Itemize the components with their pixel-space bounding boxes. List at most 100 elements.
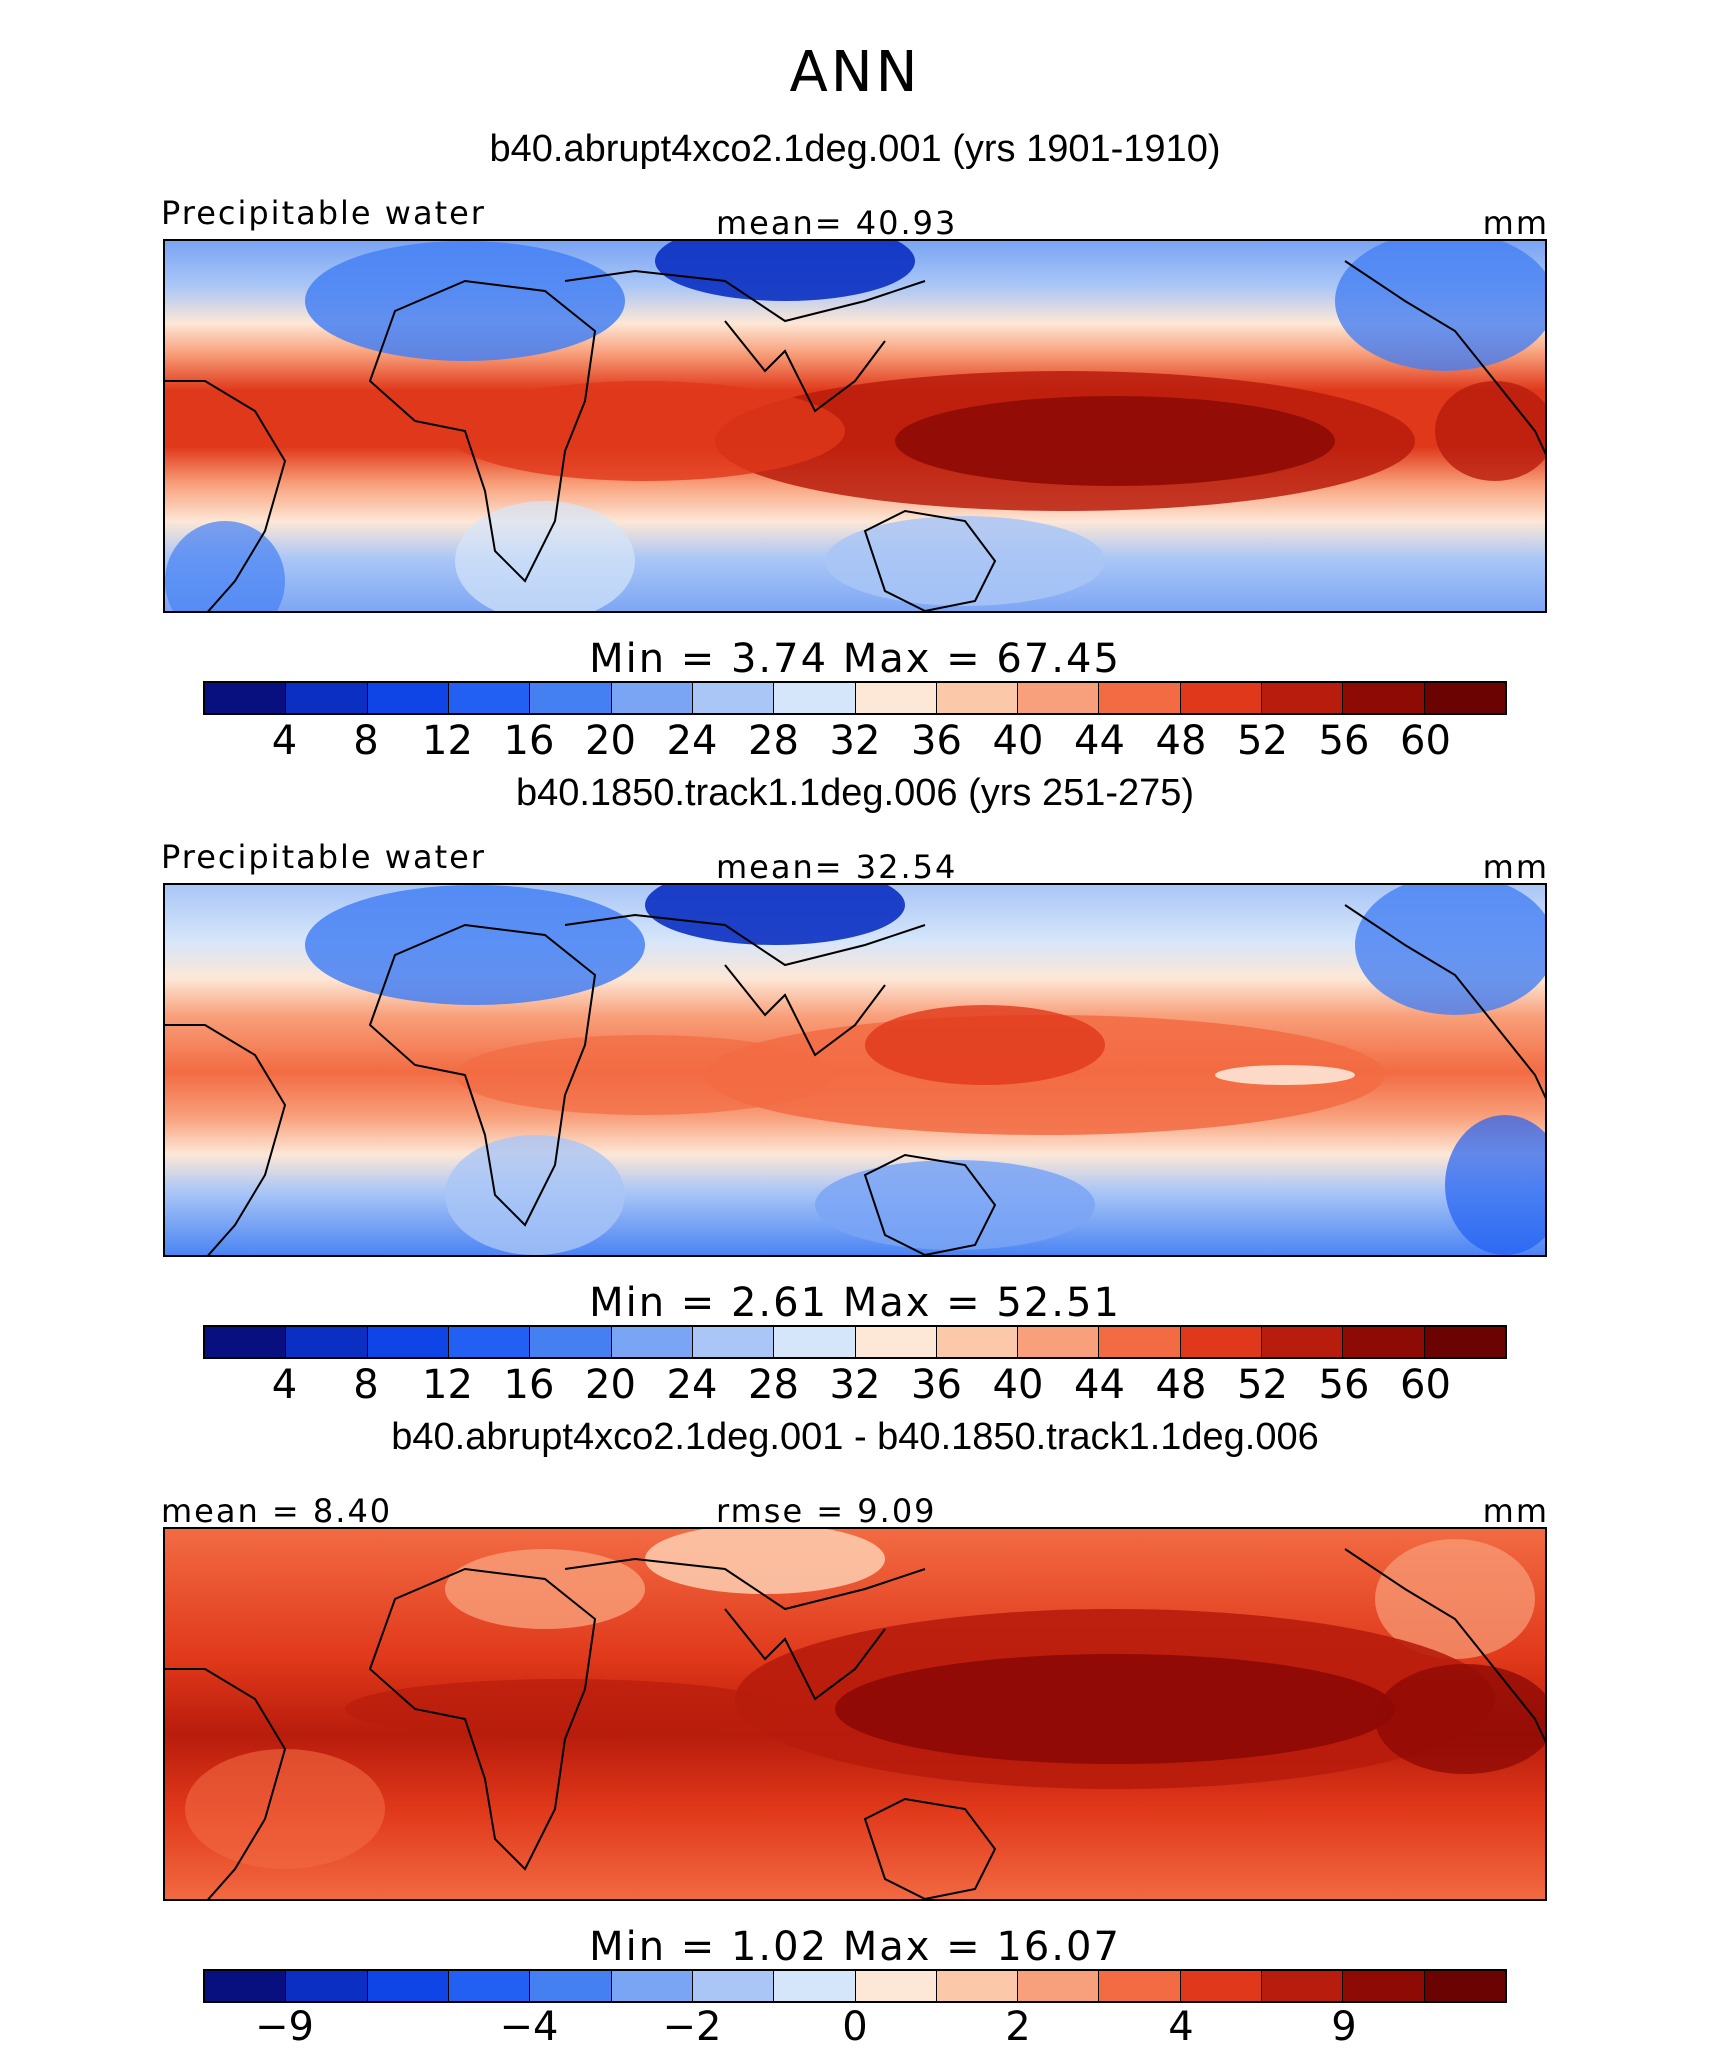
map-panel bbox=[163, 1527, 1547, 1901]
colorbar-tick: 56 bbox=[1318, 718, 1370, 764]
colorbar-segment bbox=[448, 1327, 531, 1357]
colorbar-tick: 24 bbox=[666, 1362, 718, 1408]
colorbar-segment bbox=[1180, 683, 1263, 713]
colorbar-segment bbox=[936, 1971, 1019, 2001]
colorbar-tick: 32 bbox=[829, 1362, 881, 1408]
colorbar-tick: 44 bbox=[1074, 1362, 1125, 1408]
colorbar-tick: 8 bbox=[353, 1362, 379, 1408]
colorbar-tick-labels: 4 8 12 16 20 24 28 32 36 40 44 48 52 56 60 bbox=[0, 1362, 1710, 1412]
colorbar-segment bbox=[367, 1971, 449, 2001]
colorbar-segment bbox=[1262, 683, 1344, 713]
colorbar-segment bbox=[205, 1971, 287, 2001]
colorbar-segment bbox=[1099, 683, 1181, 713]
map-panel bbox=[163, 239, 1547, 613]
mean-label: mean= 32.54 bbox=[716, 848, 958, 886]
colorbar-segment bbox=[530, 683, 612, 713]
colorbar-tick: 60 bbox=[1400, 1362, 1451, 1408]
colorbar-segment bbox=[855, 1971, 937, 2001]
colorbar-segment bbox=[936, 1327, 1019, 1357]
colorbar-segment bbox=[774, 683, 856, 713]
colorbar-segment bbox=[205, 1327, 287, 1357]
colorbar-segment bbox=[774, 1327, 856, 1357]
colorbar-tick: 60 bbox=[1400, 718, 1451, 764]
colorbar-segment bbox=[530, 1327, 612, 1357]
colorbar-segment bbox=[1424, 1971, 1505, 2001]
case-title: b40.abrupt4xco2.1deg.001 (yrs 1901-1910) bbox=[489, 128, 1221, 170]
colorbar-tick: 16 bbox=[503, 718, 555, 764]
colorbar-tick: 0 bbox=[842, 2004, 868, 2050]
colorbar-tick: 32 bbox=[829, 718, 881, 764]
variable-label: Precipitable water bbox=[161, 838, 486, 876]
colorbar-segment bbox=[1018, 1971, 1100, 2001]
colorbar-segment bbox=[855, 683, 937, 713]
page-title: ANN bbox=[789, 40, 921, 105]
case-title: b40.1850.track1.1deg.006 (yrs 251-275) bbox=[515, 772, 1195, 814]
colorbar-segment bbox=[611, 1971, 693, 2001]
rmse-label: rmse = 9.09 bbox=[716, 1492, 937, 1530]
colorbar-tick-labels: −9 −4 −2 0 2 4 9 bbox=[0, 2004, 1710, 2050]
colorbar-segment bbox=[286, 1327, 368, 1357]
colorbar-tick: 20 bbox=[585, 718, 636, 764]
colorbar-tick: 9 bbox=[1331, 2004, 1357, 2050]
colorbar-segment bbox=[692, 1971, 775, 2001]
min-max-label: Min = 1.02 Max = 16.07 bbox=[589, 1924, 1121, 1970]
colorbar-segment bbox=[1343, 1971, 1425, 2001]
colorbar-segment bbox=[448, 683, 531, 713]
colorbar-segment bbox=[367, 1327, 449, 1357]
colorbar-tick: −2 bbox=[662, 2004, 722, 2050]
colorbar-segment bbox=[286, 1971, 368, 2001]
colorbar-segment bbox=[1180, 1327, 1263, 1357]
colorbar-segment bbox=[205, 683, 287, 713]
colorbar-segment bbox=[367, 683, 449, 713]
colorbar-segment bbox=[1018, 683, 1100, 713]
colorbar-tick: 40 bbox=[992, 718, 1044, 764]
colorbar-tick: −4 bbox=[499, 2004, 559, 2050]
colorbar-tick: 40 bbox=[992, 1362, 1044, 1408]
colorbar-segment bbox=[1099, 1971, 1181, 2001]
colorbar-segment bbox=[1424, 1327, 1505, 1357]
colorbar bbox=[203, 681, 1507, 715]
colorbar-tick: 48 bbox=[1155, 718, 1207, 764]
colorbar-segment bbox=[774, 1971, 856, 2001]
case-title: b40.abrupt4xco2.1deg.001 - b40.1850.trac… bbox=[391, 1416, 1319, 1458]
colorbar-segment bbox=[1343, 1327, 1425, 1357]
colorbar-segment bbox=[448, 1971, 531, 2001]
colorbar-tick: 20 bbox=[585, 1362, 636, 1408]
colorbar-tick: 8 bbox=[353, 718, 379, 764]
colorbar-segment bbox=[286, 683, 368, 713]
colorbar-tick: 36 bbox=[911, 718, 962, 764]
colorbar-segment bbox=[611, 1327, 693, 1357]
min-max-label: Min = 2.61 Max = 52.51 bbox=[589, 1280, 1121, 1326]
colorbar-tick: 4 bbox=[271, 718, 298, 764]
colorbar-segment bbox=[692, 1327, 775, 1357]
colorbar-segment bbox=[1262, 1327, 1344, 1357]
colorbar-segment bbox=[1018, 1327, 1100, 1357]
colorbar-tick: 12 bbox=[422, 1362, 473, 1408]
colorbar-tick: 56 bbox=[1318, 1362, 1370, 1408]
colorbar-tick: −9 bbox=[255, 2004, 314, 2050]
colorbar-tick: 36 bbox=[911, 1362, 962, 1408]
colorbar-tick: 2 bbox=[1005, 2004, 1031, 2050]
colorbar-tick: 52 bbox=[1237, 718, 1288, 764]
colorbar-segment bbox=[1099, 1327, 1181, 1357]
colorbar-tick: 16 bbox=[503, 1362, 555, 1408]
colorbar-tick: 28 bbox=[748, 718, 799, 764]
mean-label: mean = 8.40 bbox=[161, 1492, 393, 1530]
colorbar-segment bbox=[1424, 683, 1505, 713]
colorbar-tick: 48 bbox=[1155, 1362, 1207, 1408]
colorbar-tick: 52 bbox=[1237, 1362, 1288, 1408]
variable-label: Precipitable water bbox=[161, 194, 486, 232]
colorbar-tick: 24 bbox=[666, 718, 718, 764]
colorbar-tick: 12 bbox=[422, 718, 473, 764]
colorbar-segment bbox=[1262, 1971, 1344, 2001]
colorbar-tick-labels: 4 8 12 16 20 24 28 32 36 40 44 48 52 56 60 bbox=[0, 718, 1710, 768]
colorbar-segment bbox=[611, 683, 693, 713]
colorbar bbox=[203, 1969, 1507, 2003]
unit-label: mm bbox=[1482, 1492, 1549, 1530]
colorbar-segment bbox=[855, 1327, 937, 1357]
colorbar-tick: 4 bbox=[1168, 2004, 1194, 2050]
min-max-label: Min = 3.74 Max = 67.45 bbox=[589, 636, 1121, 682]
colorbar bbox=[203, 1325, 1507, 1359]
colorbar-segment bbox=[530, 1971, 612, 2001]
unit-label: mm bbox=[1482, 848, 1549, 886]
